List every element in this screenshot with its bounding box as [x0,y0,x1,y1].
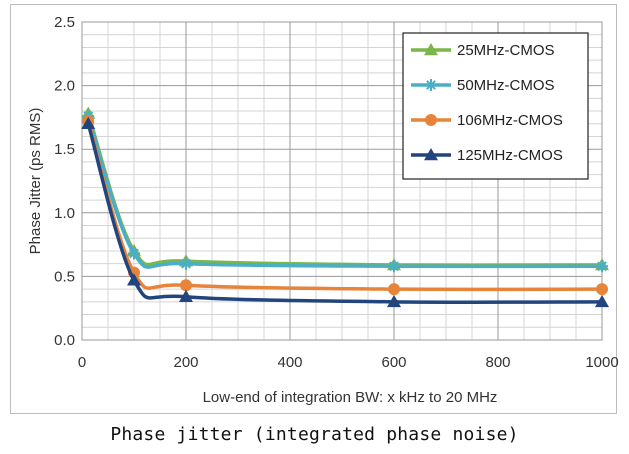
legend-marker [424,43,438,56]
x-tick-label: 1000 [585,354,618,371]
data-point [180,279,192,292]
series-line [86,120,603,292]
x-tick-label: 200 [173,354,198,371]
x-tick-label: 600 [381,354,406,371]
legend: 25MHz-CMOS 50MHz-CMOS 106MHz-CMOS 125MHz-CM… [402,32,589,180]
data-point [596,283,608,296]
series-layer [81,106,609,308]
series-125mhz-cmos [81,116,609,308]
legend-entry: 50MHz-CMOS [411,77,555,94]
series-line [86,123,603,304]
data-point [127,273,141,286]
legend-entry: 25MHz-CMOS [411,42,555,59]
data-point [388,283,400,296]
y-tick-label: 2.5 [54,14,75,31]
y-tick-label: 1.0 [54,205,75,222]
x-tick-label: 800 [485,354,510,371]
data-point [128,247,140,260]
data-point [388,260,400,273]
axes: 0 200 400 600 800 1000 0.0 0.5 1.0 1.5 2.0 2.5 [54,14,619,371]
data-point [387,294,401,308]
legend-label: 50MHz-CMOS [457,77,555,94]
y-axis-title: Phase Jitter (ps RMS) [27,108,44,255]
legend-marker [425,79,437,91]
data-point [180,257,192,270]
legend-marker [425,114,437,126]
y-tick-label: 0.0 [54,332,75,349]
legend-marker [424,148,438,161]
series-line [86,115,603,269]
data-point [179,289,193,303]
data-point [596,260,608,273]
y-tick-label: 2.0 [54,78,75,95]
y-tick-label: 1.5 [54,141,75,158]
legend-label: 106MHz-CMOS [457,112,563,129]
x-axis-title: Low-end of integration BW: x kHz to 20 M… [203,389,498,406]
y-tick-label: 0.5 [54,268,75,285]
legend-entry: 106MHz-CMOS [411,112,563,129]
x-tick-label: 400 [277,354,302,371]
line-chart: 0 200 400 600 800 1000 0.0 0.5 1.0 1.5 2.0 2.5 25MH… [27,14,619,406]
legend-label: 25MHz-CMOS [457,42,555,59]
data-point [81,116,96,130]
series-106mhz-cmos [82,115,608,296]
chart-caption: Phase jitter (integrated phase noise) [110,424,519,445]
legend-entry: 125MHz-CMOS [411,147,563,164]
legend-label: 125MHz-CMOS [457,147,563,164]
x-tick-label: 0 [78,354,86,371]
data-point [595,294,609,308]
